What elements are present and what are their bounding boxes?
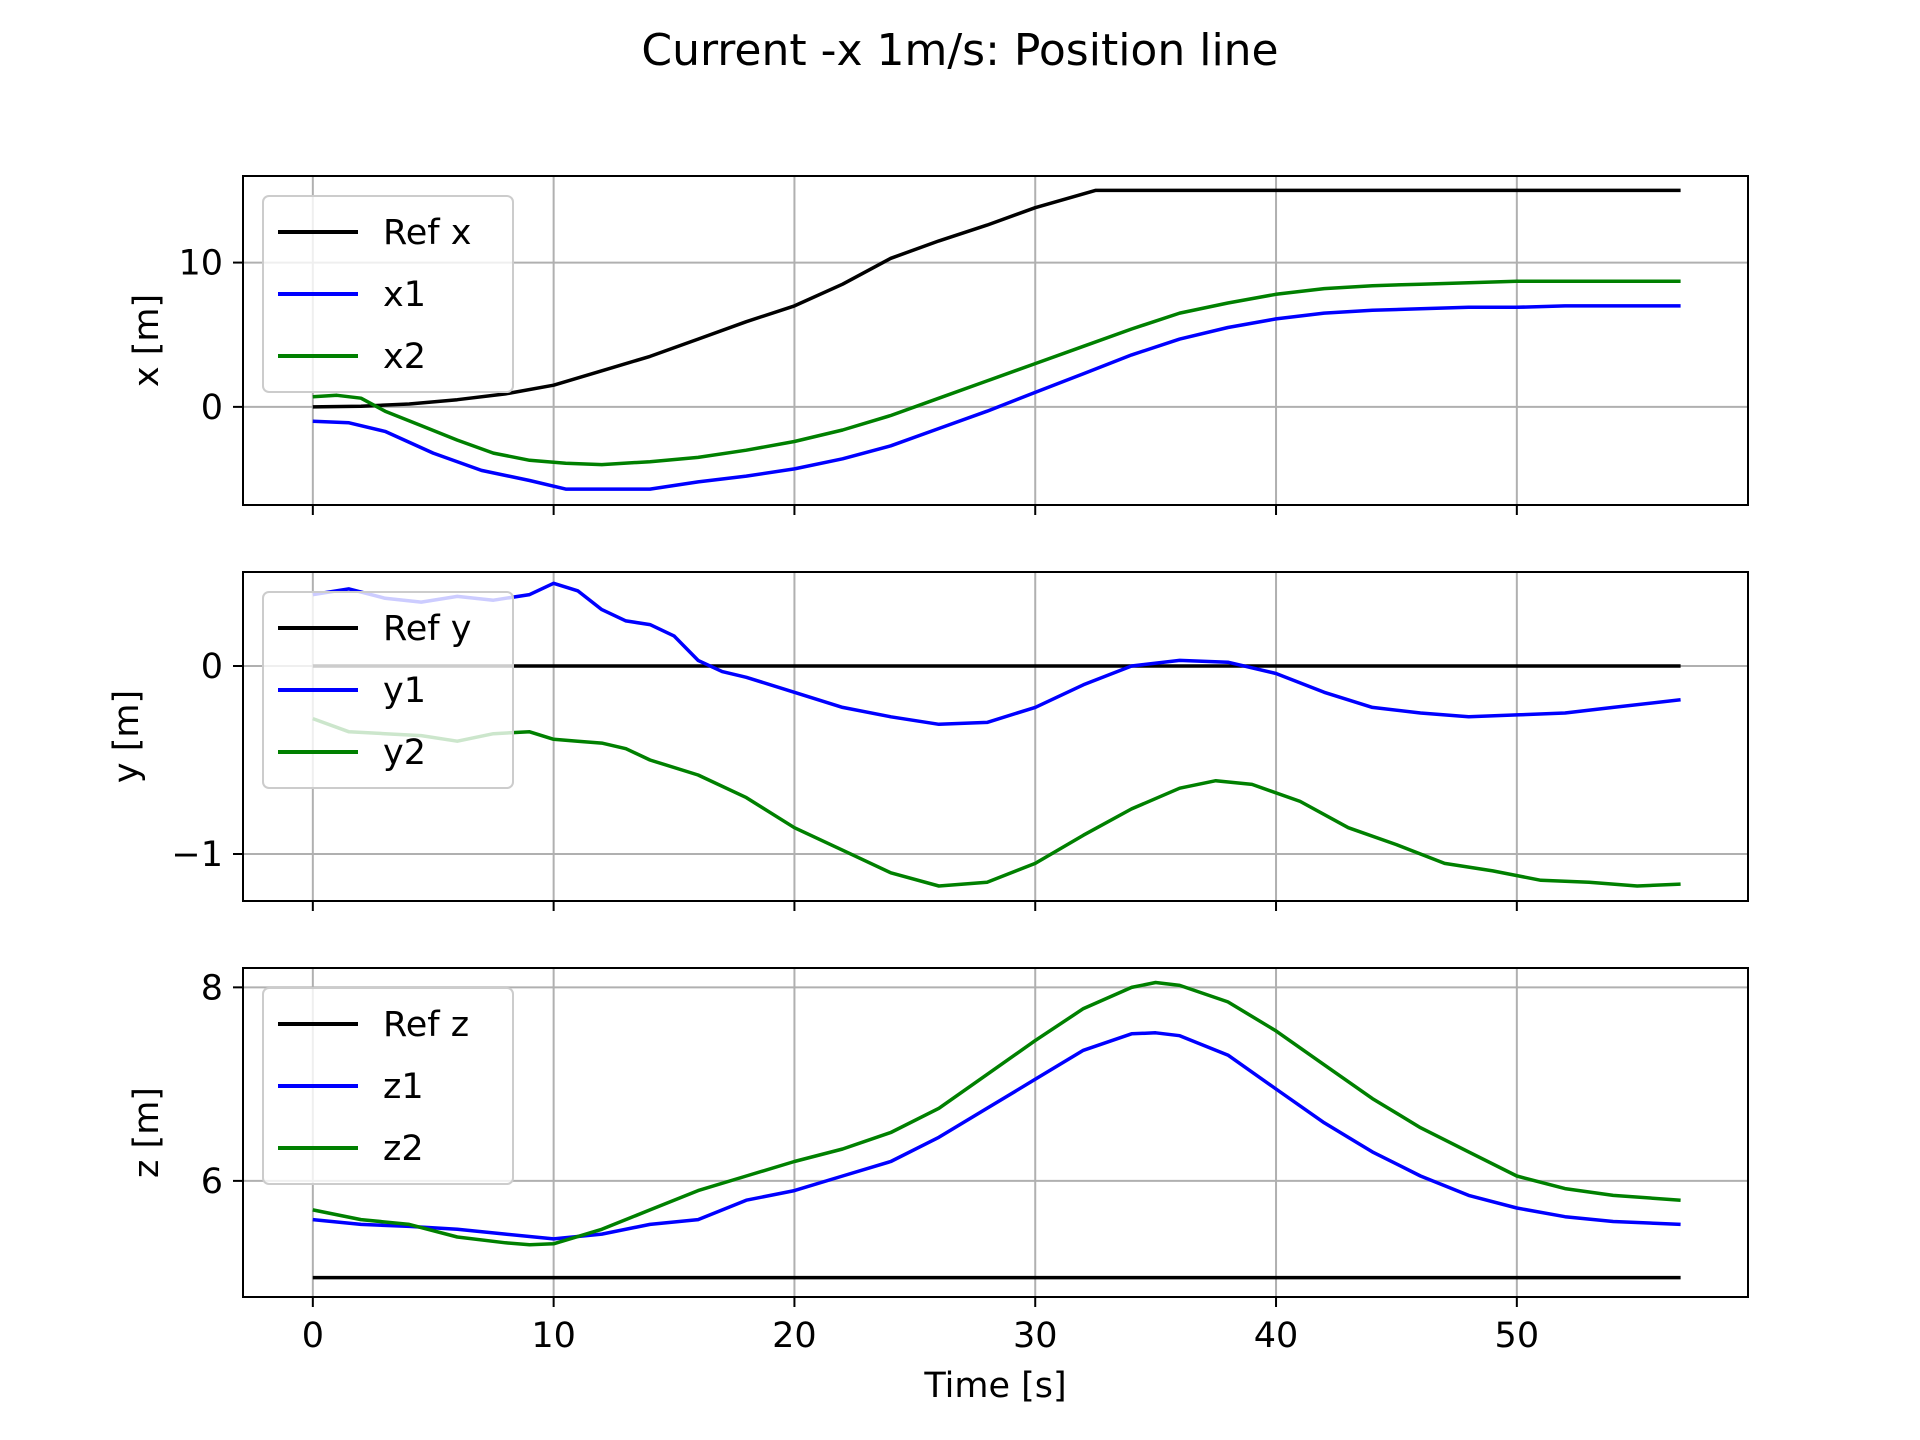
axes-frame bbox=[242, 571, 1749, 902]
y-tick-label: 10 bbox=[178, 244, 223, 284]
y-tick-label: 8 bbox=[201, 968, 223, 1008]
series-line-x2 bbox=[312, 279, 1681, 467]
subplot-3: 0 10 20 30 40 50 6 8 z [m] Time [s] Ref z z1 z2 bbox=[127, 967, 1749, 1406]
series-line-x1 bbox=[312, 304, 1681, 491]
y-axis-label: x [m] bbox=[127, 294, 167, 387]
series-line-ref-x bbox=[312, 188, 1681, 409]
legend-label: x2 bbox=[383, 337, 426, 377]
y-tick-label: 0 bbox=[201, 647, 223, 687]
legend-box bbox=[262, 195, 514, 393]
legend-label: y1 bbox=[383, 671, 426, 711]
series-line-z1 bbox=[312, 1031, 1681, 1241]
axes-frame bbox=[242, 967, 1749, 1298]
series-line-y1 bbox=[312, 581, 1681, 727]
axes-frame bbox=[242, 175, 1749, 506]
legend: Ref x x1 x2 bbox=[262, 195, 514, 393]
legend: Ref z z1 z2 bbox=[262, 987, 514, 1185]
x-tick-label: 10 bbox=[531, 1316, 576, 1356]
y-axis-label: y [m] bbox=[107, 690, 147, 783]
subplot-1: 0 10 x [m] Ref x x1 x2 bbox=[127, 175, 1749, 515]
y-tick-label: 6 bbox=[201, 1162, 223, 1202]
y-tick-label: 0 bbox=[201, 388, 223, 428]
figure-title: Current -x 1m/s: Position line bbox=[641, 25, 1278, 76]
x-axis-label: Time [s] bbox=[923, 1366, 1066, 1406]
x-tick-label: 40 bbox=[1254, 1316, 1299, 1356]
legend-label: Ref x bbox=[383, 213, 471, 253]
legend: Ref y y1 y2 bbox=[262, 591, 514, 789]
x-tick-label: 30 bbox=[1013, 1316, 1058, 1356]
legend-label: Ref z bbox=[383, 1005, 469, 1045]
series-line-z2 bbox=[312, 980, 1681, 1247]
y-axis-label: z [m] bbox=[127, 1087, 167, 1178]
x-tick-label: 20 bbox=[772, 1316, 817, 1356]
legend-label: z2 bbox=[383, 1129, 424, 1169]
y-tick-label: −1 bbox=[171, 835, 223, 875]
subplot-2: 0 −1 y [m] Ref y y1 y2 bbox=[107, 571, 1749, 911]
x-tick-label: 0 bbox=[302, 1316, 324, 1356]
legend-label: x1 bbox=[383, 275, 426, 315]
series-line-y2 bbox=[312, 716, 1681, 888]
legend-box bbox=[262, 987, 514, 1185]
legend-label: y2 bbox=[383, 733, 426, 773]
legend-label: Ref y bbox=[383, 609, 471, 649]
legend-label: z1 bbox=[383, 1067, 424, 1107]
x-tick-label: 50 bbox=[1495, 1316, 1540, 1356]
legend-box bbox=[262, 591, 514, 789]
